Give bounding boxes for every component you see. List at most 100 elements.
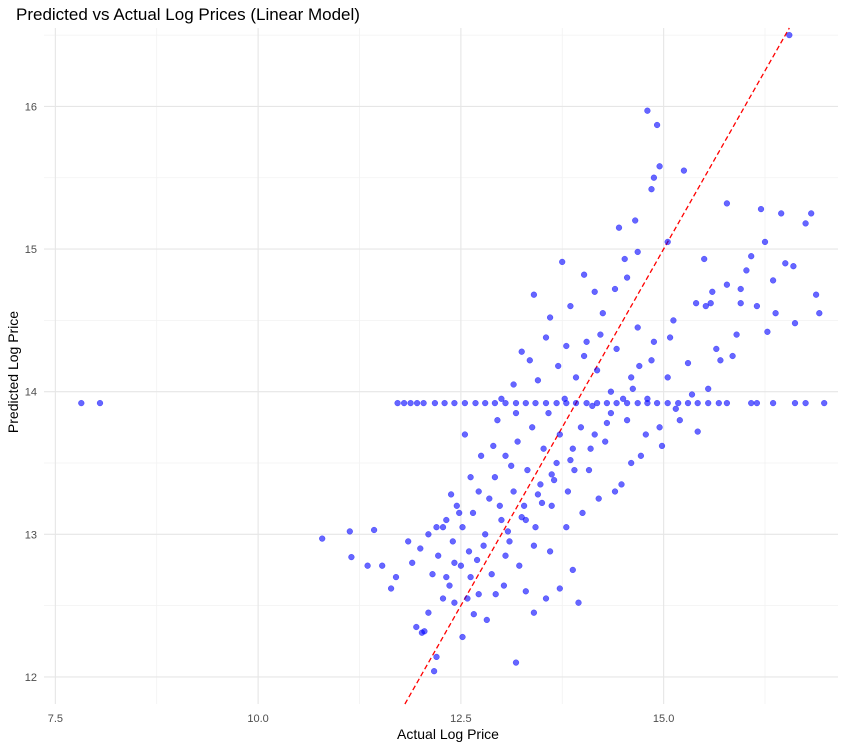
data-point xyxy=(737,285,744,293)
data-point xyxy=(618,481,625,488)
data-point xyxy=(482,531,489,538)
data-point xyxy=(619,395,627,402)
x-axis-label: Actual Log Price xyxy=(397,726,499,742)
y-tick-label: 16 xyxy=(25,101,37,113)
data-point xyxy=(564,488,572,495)
data-point xyxy=(664,238,671,246)
data-point xyxy=(510,381,517,388)
data-point xyxy=(658,442,666,450)
data-point xyxy=(414,400,421,407)
data-point xyxy=(694,400,701,407)
data-point xyxy=(514,438,521,445)
data-point xyxy=(534,491,542,498)
data-point xyxy=(431,400,439,407)
x-tick-label: 15.0 xyxy=(653,713,674,725)
data-point xyxy=(451,400,458,407)
data-point xyxy=(802,220,809,227)
data-point xyxy=(688,391,696,398)
data-point xyxy=(743,267,750,274)
data-point xyxy=(737,300,744,307)
data-point xyxy=(456,509,463,517)
data-point xyxy=(546,314,554,321)
data-point xyxy=(510,488,517,495)
data-point xyxy=(346,528,353,535)
data-point xyxy=(567,457,574,464)
data-point xyxy=(623,417,631,424)
data-point xyxy=(748,400,755,407)
data-point xyxy=(520,502,528,509)
data-point xyxy=(636,362,643,370)
data-point xyxy=(508,462,515,469)
identity-reference-line xyxy=(404,27,790,705)
data-point xyxy=(475,488,482,495)
data-point xyxy=(491,474,499,481)
data-point xyxy=(443,573,450,581)
grid xyxy=(44,28,838,704)
data-point xyxy=(478,452,485,459)
data-point xyxy=(715,400,722,407)
data-point xyxy=(500,582,508,589)
data-point xyxy=(791,400,799,407)
data-point xyxy=(684,360,692,367)
data-point xyxy=(761,238,769,246)
data-point xyxy=(435,552,442,559)
data-point xyxy=(713,345,720,353)
data-point xyxy=(502,552,509,559)
data-point xyxy=(409,559,416,566)
data-point xyxy=(569,566,576,574)
data-point xyxy=(538,499,546,507)
data-point xyxy=(502,400,509,407)
data-point xyxy=(433,524,440,531)
data-point xyxy=(556,585,563,592)
data-point xyxy=(611,285,619,293)
data-point xyxy=(591,431,598,438)
data-point xyxy=(790,263,797,270)
data-point xyxy=(692,300,700,307)
data-point xyxy=(764,328,771,335)
data-point xyxy=(494,417,501,424)
data-point xyxy=(653,121,661,129)
data-point xyxy=(461,431,469,438)
data-point xyxy=(675,400,682,407)
data-point xyxy=(607,410,615,417)
data-point xyxy=(589,402,596,410)
data-point xyxy=(425,531,432,538)
data-point xyxy=(569,445,576,452)
data-point xyxy=(420,400,427,407)
data-point xyxy=(575,599,582,606)
data-point xyxy=(526,357,533,364)
data-point xyxy=(448,491,455,498)
data-point xyxy=(556,431,563,438)
data-point xyxy=(78,400,85,407)
data-point xyxy=(701,255,708,263)
data-point xyxy=(702,303,709,310)
data-point xyxy=(705,400,712,407)
data-point xyxy=(457,562,465,569)
data-point xyxy=(413,623,420,631)
data-point xyxy=(772,310,779,317)
data-point xyxy=(439,524,447,531)
data-point xyxy=(522,588,529,595)
points-layer xyxy=(78,31,828,675)
data-point xyxy=(670,317,677,324)
data-point xyxy=(753,303,761,310)
data-point xyxy=(469,509,477,517)
data-point xyxy=(459,633,466,641)
data-point xyxy=(753,400,761,407)
data-point xyxy=(613,345,620,353)
data-point xyxy=(769,400,777,407)
data-point xyxy=(472,400,479,407)
data-point xyxy=(808,210,815,217)
data-point xyxy=(816,310,823,317)
data-point xyxy=(599,310,606,317)
data-point xyxy=(615,224,623,231)
y-tick-label: 14 xyxy=(25,387,37,399)
data-point xyxy=(394,400,401,407)
data-point xyxy=(791,320,799,327)
data-point xyxy=(371,526,378,534)
data-point xyxy=(553,459,560,467)
data-point xyxy=(512,410,520,417)
data-point xyxy=(446,582,453,589)
data-point xyxy=(401,400,408,407)
data-point xyxy=(379,562,386,569)
